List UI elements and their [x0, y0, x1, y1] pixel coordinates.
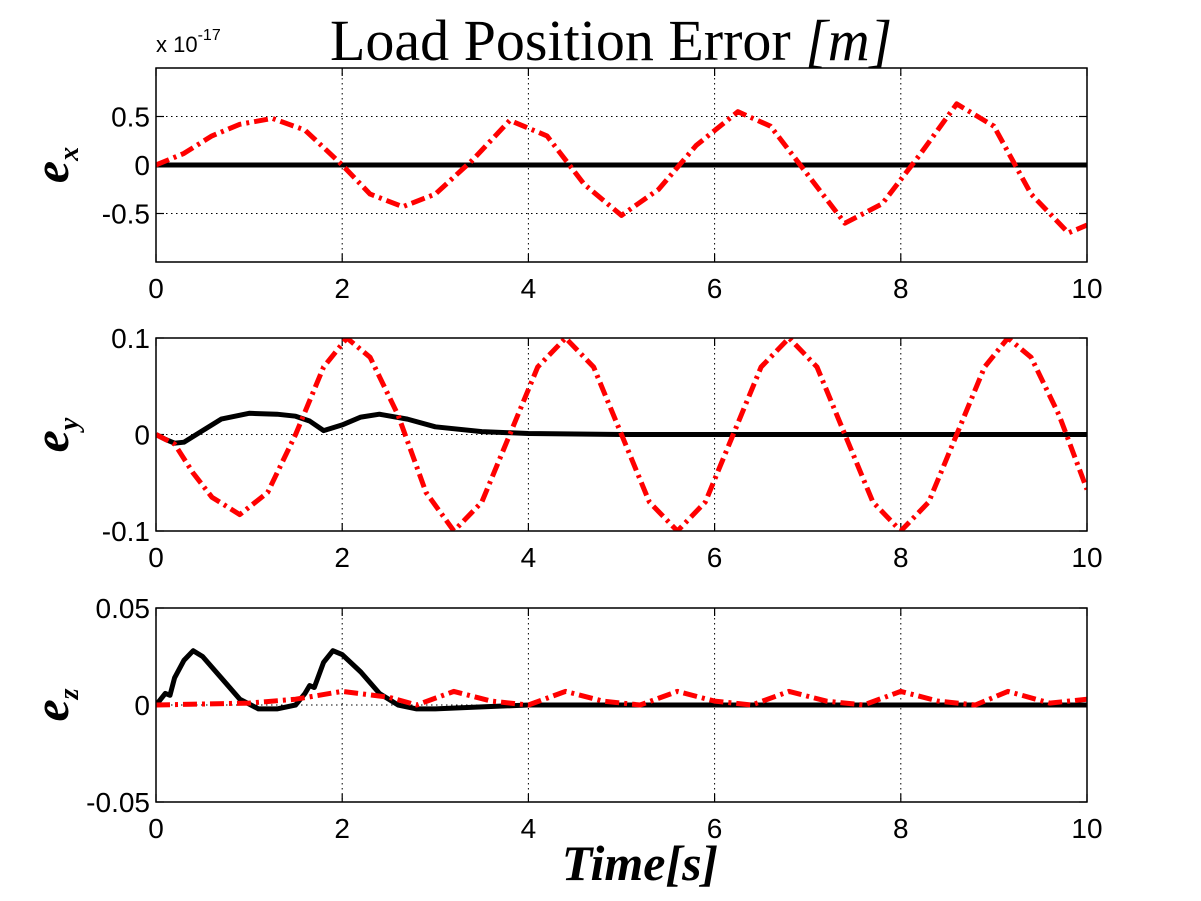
series-line-red: [156, 338, 1087, 531]
plot-border: [155, 607, 1088, 803]
x-tick-label: 6: [707, 542, 723, 573]
y-axis-label: ey: [23, 417, 85, 452]
x-tick-label: 10: [1071, 542, 1102, 573]
chart-title-text: Load Position Error: [330, 8, 805, 73]
x-axis-label-unit: [s]: [665, 835, 718, 891]
x-tick-label: 0: [148, 813, 164, 844]
y-tick-label: 0.05: [96, 593, 151, 624]
y-tick-label: 0: [134, 150, 150, 181]
series-line-black: [156, 648, 1087, 712]
y-tick-label: 0.5: [111, 102, 150, 133]
x-tick-label: 0: [148, 273, 164, 304]
y-axis-exponent: x 10-17: [156, 27, 221, 57]
chart-title-unit: [m]: [805, 8, 892, 73]
plot-border: [155, 337, 1088, 532]
x-tick-label: 10: [1071, 813, 1102, 844]
x-tick-label: 0: [148, 542, 164, 573]
y-tick-label: 0: [134, 420, 150, 451]
y-tick-label: -0.5: [102, 199, 150, 230]
x-axis-label: Time[s]: [562, 835, 718, 891]
y-axis-label-sub: z: [54, 688, 85, 700]
y-tick-label: -0.05: [86, 787, 150, 818]
x-tick-label: 4: [521, 542, 537, 573]
x-tick-label: 10: [1071, 273, 1102, 304]
x-axis-label-main: Time: [562, 835, 666, 891]
y-tick-label: 0: [134, 690, 150, 721]
series-line-red: [156, 688, 1087, 708]
series-line-red: [156, 101, 1087, 236]
x-tick-label: 2: [334, 813, 350, 844]
y-axis-label: ez: [23, 688, 85, 721]
x-tick-label: 6: [707, 273, 723, 304]
y-tick-label: 0.1: [111, 323, 150, 354]
y-axis-exponent-power: -17: [198, 27, 221, 44]
x-tick-label: 2: [334, 542, 350, 573]
y-axis-label-sub: x: [54, 147, 85, 162]
x-tick-label: 4: [521, 273, 537, 304]
y-axis-label-main: e: [23, 430, 79, 452]
subplot-ey: 0 2 4 6 8 10-0.100.1ey: [23, 323, 1103, 573]
x-tick-label: 2: [334, 273, 350, 304]
x-tick-label: 8: [893, 273, 909, 304]
subplot-ex: 0 2 4 6 8 10 -0.5 0 0.5 x 10-17 ex: [23, 27, 1103, 304]
y-axis-label-sub: y: [54, 417, 85, 433]
y-tick-label: -0.1: [102, 516, 150, 547]
y-axis-exponent-base: x 10: [156, 32, 198, 57]
chart-title: Load Position Error [m]: [330, 8, 892, 73]
y-axis-label-main: e: [23, 699, 79, 721]
y-axis-label-main: e: [23, 161, 79, 183]
series-line-black: [156, 410, 1087, 446]
x-tick-label: 6: [707, 813, 723, 844]
y-axis-label: ex: [23, 147, 85, 183]
x-tick-label: 4: [521, 813, 537, 844]
x-tick-label: 8: [893, 813, 909, 844]
plot-border: [155, 67, 1088, 263]
x-tick-label: 8: [893, 542, 909, 573]
